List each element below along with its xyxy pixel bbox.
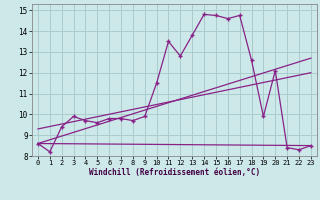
X-axis label: Windchill (Refroidissement éolien,°C): Windchill (Refroidissement éolien,°C) <box>89 168 260 177</box>
